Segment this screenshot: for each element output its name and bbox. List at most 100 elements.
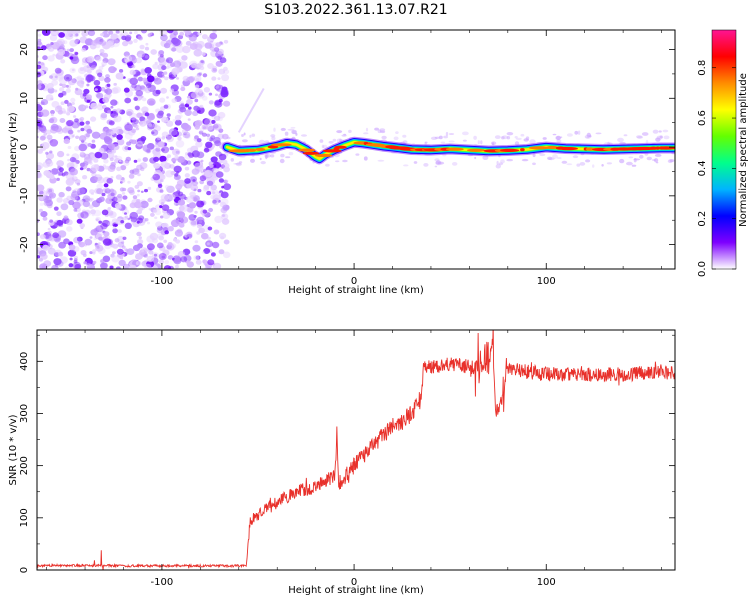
noise-speckle: [200, 159, 204, 163]
noise-speckle: [175, 150, 180, 154]
ridge-peak: [315, 153, 333, 158]
noise-speckle: [95, 218, 99, 222]
noise-speckle: [180, 256, 188, 263]
noise-speckle: [77, 187, 86, 195]
noise-speckle: [182, 131, 191, 139]
noise-speckle: [144, 188, 148, 193]
noise-speckle: [209, 187, 215, 192]
noise-speckle: [184, 173, 190, 178]
noise-speckle: [46, 134, 53, 140]
noise-speckle: [75, 33, 79, 37]
snr-plot-area: [37, 330, 675, 570]
noise-speckle: [90, 197, 94, 201]
noise-speckle: [161, 72, 165, 76]
noise-speckle: [201, 132, 207, 137]
noise-speckle: [220, 236, 225, 240]
noise-speckle: [196, 138, 202, 143]
noise-speckle: [133, 124, 139, 129]
noise-speckle: [83, 261, 87, 265]
noise-speckle: [127, 217, 131, 221]
ridge-speckle: [529, 139, 536, 144]
ridge-speckle: [288, 151, 294, 156]
noise-speckle: [122, 40, 129, 47]
noise-speckle: [196, 94, 200, 98]
noise-speckle: [146, 149, 151, 153]
noise-speckle: [47, 87, 55, 94]
ridge-speckle: [669, 159, 675, 163]
noise-speckle: [166, 30, 174, 34]
ridge-speckle: [365, 127, 369, 132]
noise-speckle: [197, 188, 202, 193]
noise-speckle: [43, 195, 52, 204]
noise-speckle: [134, 105, 140, 111]
noise-speckle: [177, 156, 186, 163]
noise-speckle: [193, 105, 200, 112]
ridge-speckle: [617, 137, 624, 143]
ridge-speckle: [343, 133, 347, 136]
ridge-speckle: [395, 131, 399, 135]
snr-panel: -100 0 100 0 100 200 300 400 Height of straigh…: [8, 329, 676, 596]
noise-speckle: [90, 116, 97, 122]
ridge-speckle: [374, 127, 379, 131]
noise-speckle: [110, 33, 118, 40]
noise-speckle: [114, 202, 122, 209]
noise-speckle: [106, 152, 115, 159]
noise-speckle: [157, 110, 164, 116]
noise-speckle: [51, 168, 59, 175]
noise-speckle: [136, 220, 140, 224]
noise-speckle: [110, 192, 115, 197]
noise-speckle: [72, 201, 81, 210]
noise-speckle: [136, 181, 143, 187]
ridge-speckle: [328, 140, 334, 144]
ridge-peak: [255, 147, 266, 152]
noise-speckle: [106, 83, 111, 88]
noise-speckle: [144, 67, 152, 74]
noise-speckle: [72, 189, 77, 194]
ridge-speckle: [322, 144, 328, 149]
noise-speckle: [120, 165, 127, 171]
noise-speckle: [207, 236, 211, 240]
noise-speckle: [51, 264, 59, 269]
y-tick-label: 100: [19, 508, 30, 527]
noise-speckle: [58, 167, 64, 172]
noise-speckle: [130, 216, 137, 223]
noise-speckle: [86, 128, 93, 134]
noise-speckle: [214, 84, 220, 89]
colorbar-tick-label: 0.2: [697, 211, 708, 227]
noise-speckle: [98, 242, 101, 245]
noise-speckle: [177, 199, 186, 206]
noise-speckle: [195, 168, 201, 174]
noise-speckle: [113, 117, 119, 122]
noise-speckle: [123, 122, 132, 129]
noise-speckle: [128, 40, 133, 45]
ridge-speckle: [585, 159, 591, 163]
noise-speckle: [94, 43, 101, 49]
noise-speckle: [92, 260, 97, 264]
noise-speckle: [69, 48, 74, 53]
noise-speckle: [73, 188, 81, 195]
ridge-speckle: [438, 135, 443, 140]
noise-speckle: [86, 167, 91, 172]
noise-speckle: [99, 40, 107, 46]
noise-speckle: [195, 141, 203, 148]
noise-speckle: [215, 171, 224, 178]
ridge-speckle: [250, 158, 255, 163]
noise-speckle: [168, 128, 178, 136]
noise-speckle: [147, 197, 153, 203]
noise-speckle: [223, 66, 228, 71]
ridge-peak: [528, 146, 550, 150]
noise-speckle: [81, 57, 89, 64]
noise-speckle: [206, 133, 211, 137]
noise-speckle: [195, 259, 202, 265]
noise-speckle: [68, 263, 74, 268]
noise-speckle: [178, 222, 185, 228]
noise-speckle: [183, 124, 192, 132]
ridge-speckle: [579, 162, 586, 166]
ridge-speckle: [443, 135, 448, 139]
noise-speckle: [122, 187, 127, 192]
noise-speckle: [160, 148, 165, 152]
noise-speckle: [85, 133, 91, 138]
noise-speckle: [47, 230, 52, 235]
noise-speckle: [53, 89, 58, 93]
noise-speckle: [157, 56, 165, 63]
